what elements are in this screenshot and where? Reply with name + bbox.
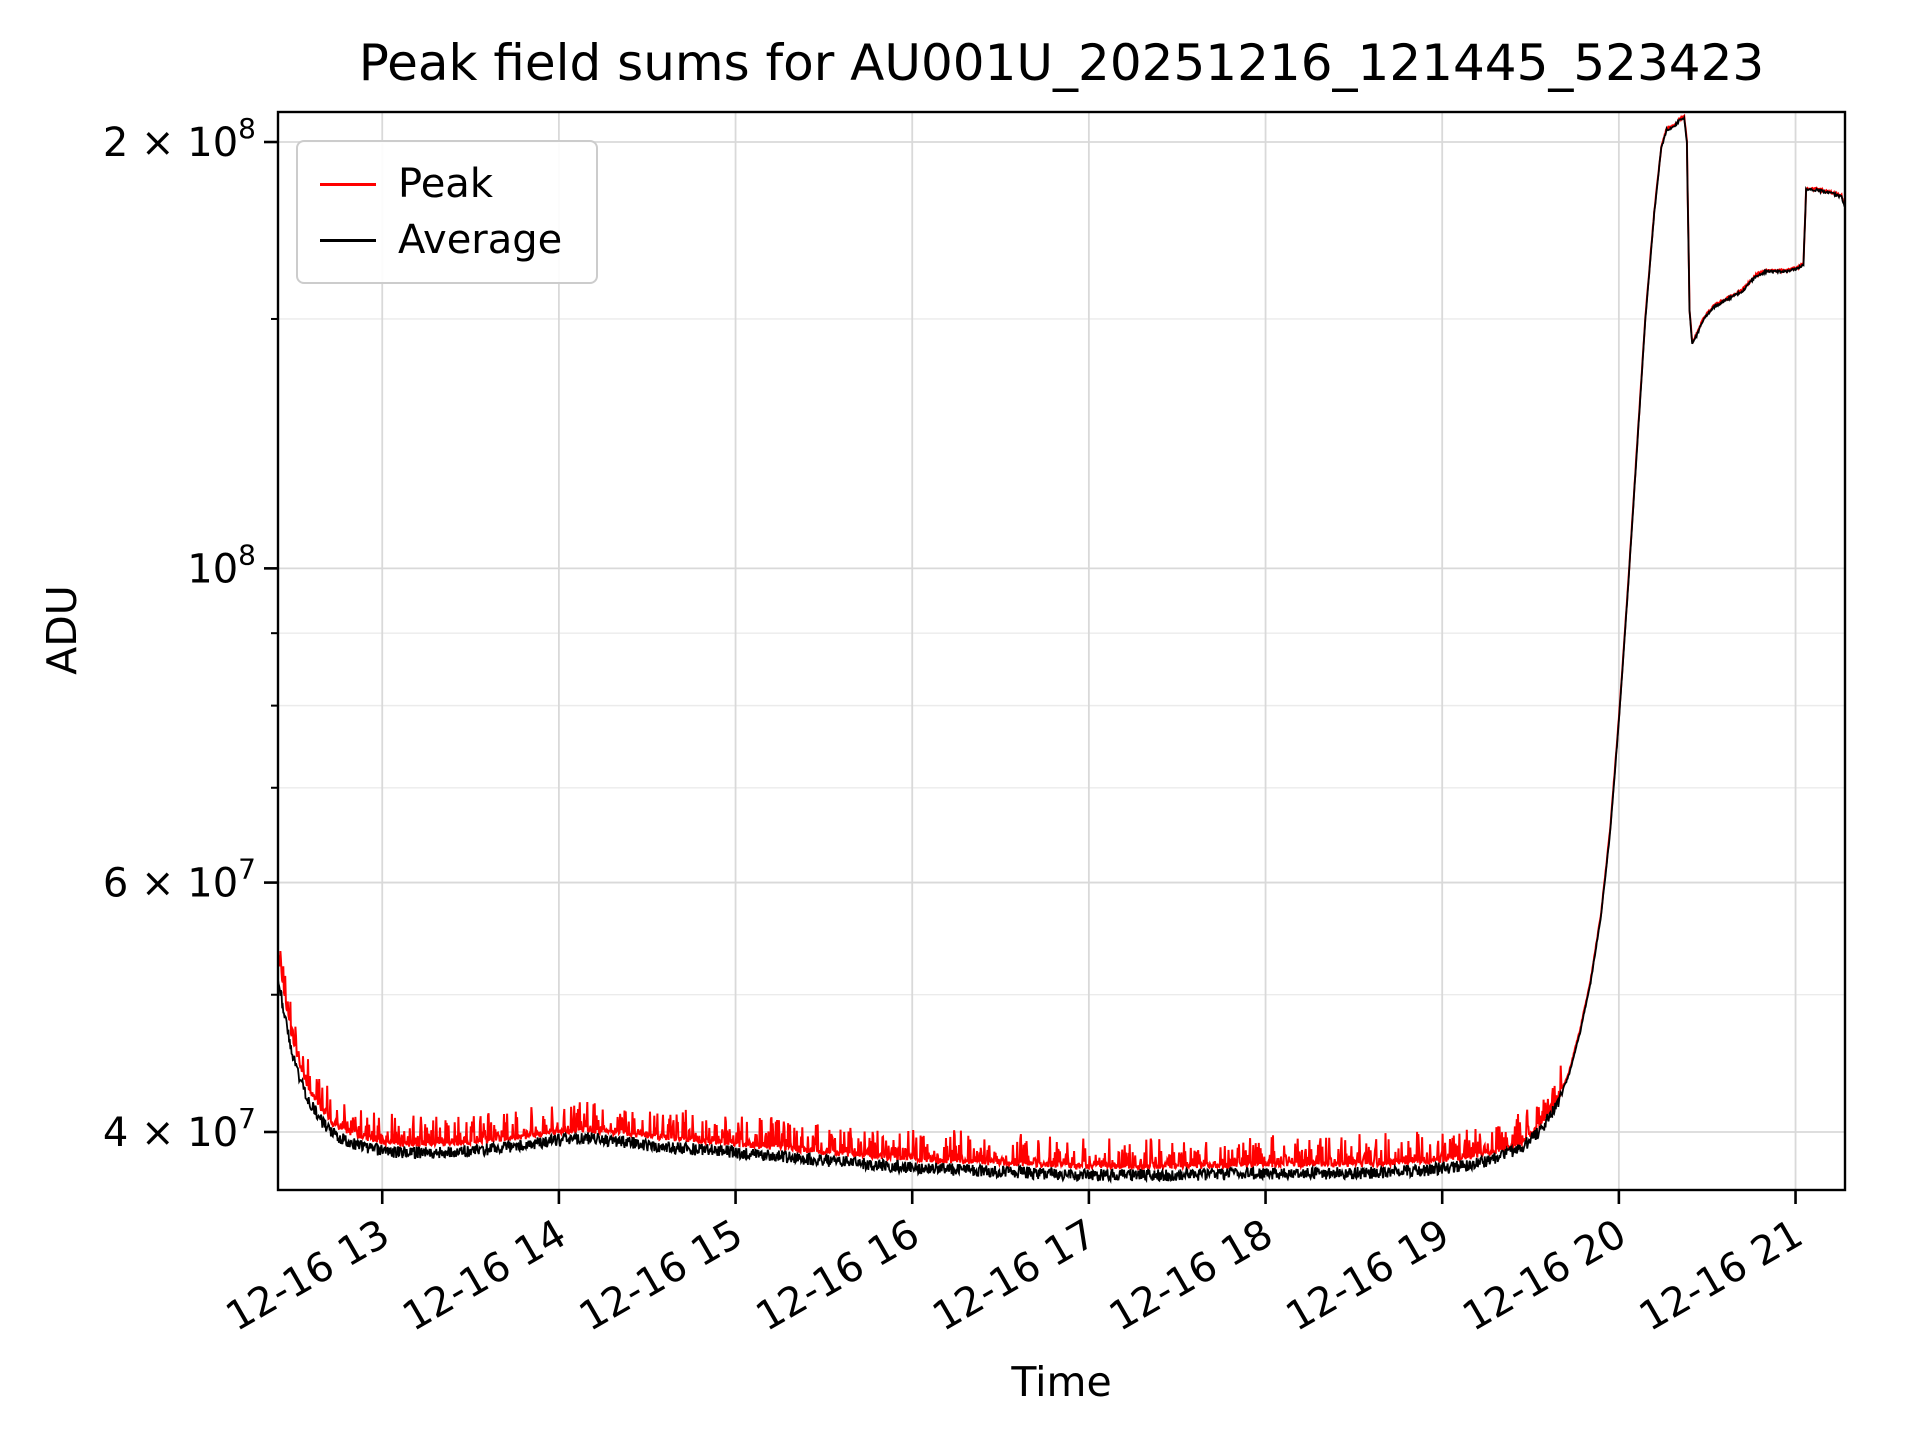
x-tick-label: 12-16 13: [218, 1211, 397, 1341]
x-tick-label: 12-16 19: [1278, 1211, 1457, 1341]
x-tick-label: 12-16 14: [395, 1211, 574, 1341]
average-line-swatch: [320, 238, 376, 242]
legend: Peak Average: [296, 140, 599, 284]
x-tick-label: 12-16 16: [748, 1211, 927, 1341]
legend-label-average: Average: [398, 217, 563, 263]
y-axis-label: ADU: [38, 585, 86, 675]
y-tick-label: 4 × 107: [103, 1102, 256, 1156]
average-series-line: [278, 114, 1845, 1184]
y-tick-label: 6 × 107: [103, 853, 256, 907]
y-tick-label: 2 × 108: [103, 112, 256, 166]
x-tick-label: 12-16 17: [925, 1211, 1104, 1341]
x-tick-label: 12-16 18: [1102, 1211, 1281, 1341]
chart-title: Peak field sums for AU001U_20251216_1214…: [358, 34, 1765, 92]
x-tick-label: 12-16 15: [572, 1211, 751, 1341]
x-axis-label: Time: [1011, 1358, 1112, 1406]
plot-border: [276, 110, 1847, 1192]
y-tick-label: 108: [187, 538, 256, 592]
legend-item-average: Average: [320, 212, 562, 268]
legend-label-peak: Peak: [398, 161, 493, 207]
legend-item-peak: Peak: [320, 156, 562, 212]
x-tick-label: 12-16 21: [1632, 1211, 1811, 1341]
peak-line-swatch: [320, 182, 376, 186]
x-tick-label: 12-16 20: [1455, 1211, 1634, 1341]
